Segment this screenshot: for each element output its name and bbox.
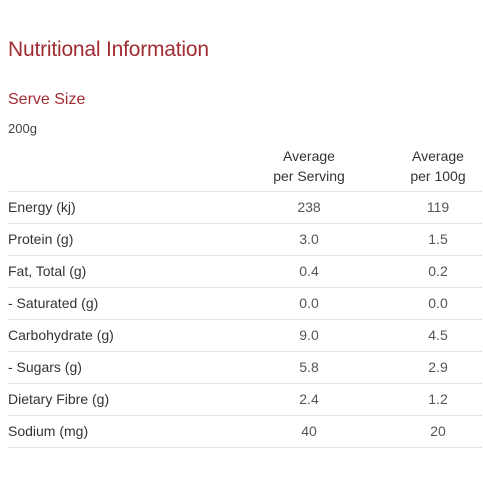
header-per-serving-line2: per Serving bbox=[273, 168, 345, 184]
table-row: Fat, Total (g) 0.4 0.2 bbox=[8, 256, 482, 288]
per-serving-value: 0.4 bbox=[299, 263, 319, 279]
per-serving-value: 3.0 bbox=[299, 231, 319, 247]
per-100g-value: 4.5 bbox=[428, 327, 448, 343]
header-per-100g-line1: Average bbox=[412, 148, 464, 164]
nutrient-name: Sodium (mg) bbox=[8, 423, 89, 439]
per-serving-value: 0.0 bbox=[299, 295, 319, 311]
table-row: Carbohydrate (g) 9.0 4.5 bbox=[8, 320, 482, 352]
per-100g-value: 119 bbox=[426, 199, 450, 215]
header-per-100g: Average per 100g bbox=[386, 146, 483, 186]
nutrient-name: - Saturated (g) bbox=[8, 295, 99, 311]
header-per-serving-line1: Average bbox=[283, 148, 335, 164]
nutrient-name: Carbohydrate (g) bbox=[8, 327, 114, 343]
per-serving-value: 5.8 bbox=[299, 359, 319, 375]
per-serving-value: 2.4 bbox=[299, 391, 319, 407]
table-header-row: Average per Serving Average per 100g bbox=[8, 142, 482, 192]
nutrient-name: - Sugars (g) bbox=[8, 359, 82, 375]
per-100g-value: 20 bbox=[430, 423, 446, 439]
per-100g-value: 0.2 bbox=[428, 263, 448, 279]
per-100g-value: 1.5 bbox=[428, 231, 448, 247]
per-100g-value: 1.2 bbox=[428, 391, 448, 407]
serve-size-value: 200g bbox=[8, 121, 37, 136]
table-row: Dietary Fibre (g) 2.4 1.2 bbox=[8, 384, 482, 416]
nutrient-name: Energy (kj) bbox=[8, 199, 76, 215]
table-row: - Sugars (g) 5.8 2.9 bbox=[8, 352, 482, 384]
serve-size-label: Serve Size bbox=[8, 91, 86, 108]
nutrition-table: Average per Serving Average per 100g Ene… bbox=[8, 142, 482, 448]
page-title: Nutritional Information bbox=[8, 38, 209, 61]
table-row: Sodium (mg) 40 20 bbox=[8, 416, 482, 448]
nutrient-name: Fat, Total (g) bbox=[8, 263, 87, 279]
table-row: Energy (kj) 238 119 bbox=[8, 192, 482, 224]
header-per-serving: Average per Serving bbox=[254, 146, 364, 186]
nutrient-name: Protein (g) bbox=[8, 231, 74, 247]
per-100g-value: 2.9 bbox=[428, 359, 448, 375]
header-per-100g-line2: per 100g bbox=[410, 168, 466, 184]
per-100g-value: 0.0 bbox=[428, 295, 448, 311]
table-row: Protein (g) 3.0 1.5 bbox=[8, 224, 482, 256]
per-serving-value: 9.0 bbox=[299, 327, 319, 343]
per-serving-value: 238 bbox=[297, 199, 321, 215]
nutrient-name: Dietary Fibre (g) bbox=[8, 391, 110, 407]
table-row: - Saturated (g) 0.0 0.0 bbox=[8, 288, 482, 320]
per-serving-value: 40 bbox=[301, 423, 317, 439]
